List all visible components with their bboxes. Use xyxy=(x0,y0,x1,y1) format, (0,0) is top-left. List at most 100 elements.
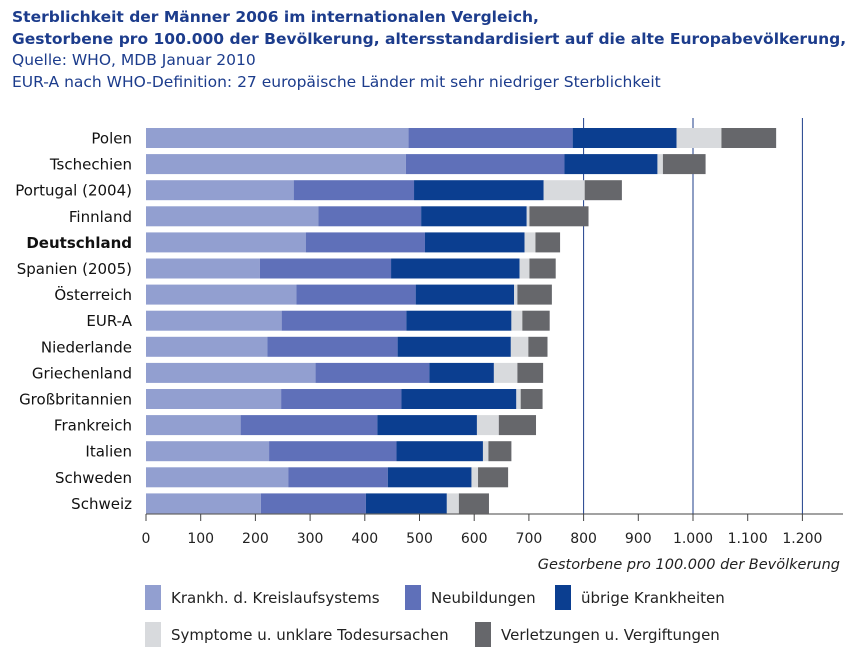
bar-segment xyxy=(365,493,447,514)
bar-segment xyxy=(517,284,552,305)
bar-segment xyxy=(478,467,509,488)
bar-segment xyxy=(414,180,544,201)
bar-segment xyxy=(146,362,316,383)
legend-item: Verletzungen u. Vergiftungen xyxy=(475,622,720,647)
legend-swatch xyxy=(145,585,161,610)
bar-segment xyxy=(522,310,550,331)
bar-segment xyxy=(510,336,529,357)
bar-segment xyxy=(146,180,294,201)
bar-segment xyxy=(721,128,777,148)
legend-item: Symptome u. unklare Todesursachen xyxy=(145,622,449,647)
x-tick-label: 1.000 xyxy=(673,531,713,547)
bar-segment xyxy=(458,493,489,514)
bar-segment xyxy=(281,310,407,331)
bar-segment xyxy=(516,389,521,409)
bar-segment xyxy=(146,258,260,279)
bar-segment xyxy=(415,284,515,305)
x-tick-label: 1.200 xyxy=(782,531,822,547)
bar-segment xyxy=(146,154,406,175)
bar-segment xyxy=(482,441,489,462)
bar-segment xyxy=(146,206,319,227)
category-label: Italien xyxy=(85,443,132,461)
category-label: Großbritannien xyxy=(19,391,132,409)
bar-segment xyxy=(401,389,517,409)
legend-label: Symptome u. unklare Todesursachen xyxy=(171,625,449,644)
legend-label: Neubildungen xyxy=(431,588,536,607)
category-label: Frankreich xyxy=(54,417,132,435)
bar-segment xyxy=(396,441,483,462)
bar-segment xyxy=(288,467,388,488)
x-tick-label: 500 xyxy=(406,531,433,547)
legend-label: übrige Krankheiten xyxy=(581,588,725,607)
legend-swatch xyxy=(145,622,161,647)
bar-segment xyxy=(146,467,289,488)
bar-segment xyxy=(535,232,561,253)
x-tick-label: 600 xyxy=(461,531,488,547)
bar-segment xyxy=(296,284,416,305)
bar-segment xyxy=(446,493,459,514)
bar-segment xyxy=(146,493,261,514)
chart-legend: Krankh. d. Kreislaufsystems Neubildungen ü… xyxy=(145,585,845,655)
bar-segment xyxy=(424,232,525,253)
category-label: Spanien (2005) xyxy=(17,260,132,278)
bar-segment xyxy=(146,310,282,331)
bar-segment xyxy=(318,206,422,227)
bar-segment xyxy=(511,310,523,331)
bar-segment xyxy=(387,467,472,488)
chart-title-line-1: Sterblichkeit der Männer 2006 im interna… xyxy=(12,8,539,26)
category-label: Deutschland xyxy=(26,234,132,252)
bar-segment xyxy=(259,258,392,279)
bar-segment xyxy=(377,415,477,436)
bar-segment xyxy=(529,206,589,227)
bar-segment xyxy=(519,258,530,279)
eur-a-note: EUR-A nach WHO-Definition: 27 europäisch… xyxy=(12,72,661,91)
bar-segment xyxy=(529,258,556,279)
x-tick-label: 700 xyxy=(516,531,543,547)
bar-segment xyxy=(584,180,622,201)
category-label: Portugal (2004) xyxy=(15,182,132,200)
bar-segment xyxy=(528,336,548,357)
bar-segment xyxy=(397,336,511,357)
x-tick-label: 100 xyxy=(187,531,214,547)
bar-segment xyxy=(657,154,663,175)
bar-segment xyxy=(662,154,706,175)
bar-segment xyxy=(305,232,425,253)
bar-segment xyxy=(405,154,565,175)
bar-segment xyxy=(493,362,518,383)
x-tick-label: 1.100 xyxy=(728,531,768,547)
category-label: Schweiz xyxy=(71,495,132,513)
bar-segment xyxy=(543,180,585,201)
source-note: Quelle: WHO, MDB Januar 2010 xyxy=(12,51,256,69)
legend-swatch xyxy=(405,585,421,610)
bar-segment xyxy=(520,389,543,409)
bar-segment xyxy=(572,128,677,148)
chart-title-line-2: Gestorbene pro 100.000 der Bevölkerung, … xyxy=(12,29,847,48)
category-label: EUR-A xyxy=(86,312,132,330)
bar-segment xyxy=(488,441,512,462)
bar-segment xyxy=(391,258,520,279)
bar-segment xyxy=(267,336,398,357)
legend-label: Krankh. d. Kreislaufsystems xyxy=(171,588,380,607)
x-tick-label: 200 xyxy=(242,531,269,547)
legend-item: Neubildungen xyxy=(405,585,536,610)
bar-segment xyxy=(315,362,430,383)
x-tick-label: 800 xyxy=(570,531,597,547)
category-label: Finnland xyxy=(69,208,132,226)
x-axis-label: Gestorbene pro 100.000 der Bevölkerung xyxy=(538,557,840,573)
bar-segment xyxy=(408,128,573,148)
legend-swatch xyxy=(555,585,571,610)
bar-segment xyxy=(146,415,241,436)
bar-segment xyxy=(406,310,512,331)
bar-segment xyxy=(421,206,527,227)
bar-segment xyxy=(676,128,722,148)
bar-segment xyxy=(429,362,494,383)
bar-segment xyxy=(476,415,499,436)
bar-segment xyxy=(564,154,658,175)
bar-segment xyxy=(293,180,415,201)
x-tick-label: 900 xyxy=(625,531,652,547)
bar-segment xyxy=(146,284,297,305)
category-label: Niederlande xyxy=(41,338,132,356)
legend-item: Krankh. d. Kreislaufsystems xyxy=(145,585,380,610)
bar-segment xyxy=(281,389,402,409)
bar-segment xyxy=(240,415,378,436)
